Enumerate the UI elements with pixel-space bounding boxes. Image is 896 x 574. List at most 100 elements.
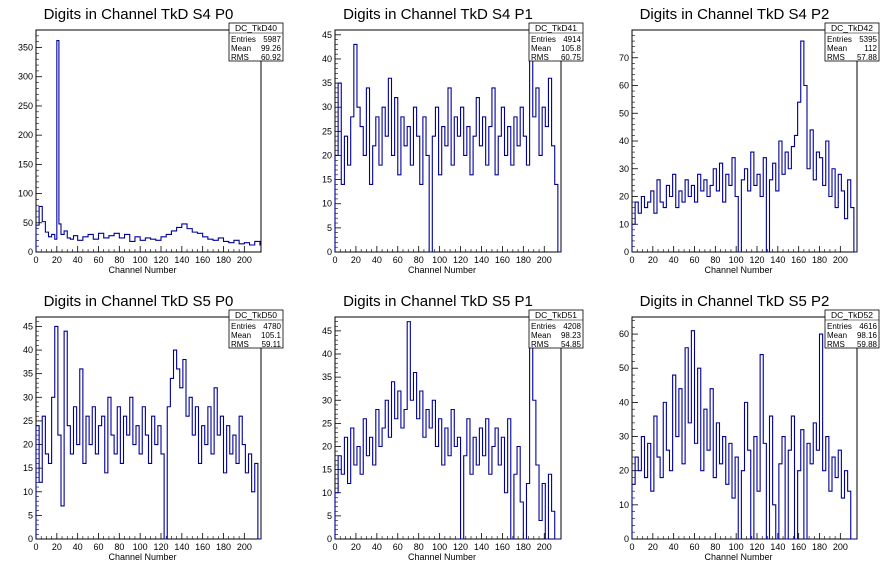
- stats-row-label: Mean: [827, 331, 847, 340]
- stats-row-value: 112: [864, 44, 877, 53]
- x-axis-label: Channel Number: [408, 552, 476, 562]
- y-tick-label: 0: [28, 247, 33, 257]
- stats-box-frame: [824, 22, 880, 62]
- stats-row-value: 99.26: [261, 44, 282, 53]
- y-tick-label: 10: [619, 500, 629, 510]
- stats-row-label: Entries: [231, 35, 256, 44]
- x-tick-label: 200: [833, 255, 848, 265]
- x-tick-label: 0: [33, 542, 38, 552]
- x-tick-label: 60: [689, 255, 699, 265]
- x-tick-label: 120: [453, 542, 468, 552]
- x-tick-label: 100: [729, 542, 744, 552]
- stats-row-label: RMS: [827, 53, 845, 62]
- y-tick-label: 10: [23, 487, 33, 497]
- x-tick-label: 80: [710, 255, 720, 265]
- stats-name: DC_TkD41: [535, 23, 577, 33]
- stats-box: DC_TkD40 Entries 5987 Mean 99.26 RMS 60.92: [228, 22, 284, 62]
- x-axis-label: Channel Number: [704, 265, 772, 275]
- x-tick-label: 80: [414, 255, 424, 265]
- stats-row-value: 5395: [859, 35, 877, 44]
- x-tick-label: 100: [133, 542, 148, 552]
- x-tick-label: 40: [372, 255, 382, 265]
- y-tick-label: 0: [28, 534, 33, 544]
- y-tick-label: 45: [322, 30, 332, 40]
- y-tick-label: 50: [23, 218, 33, 228]
- stats-row-value: 105.8: [561, 44, 582, 53]
- y-tick-label: 25: [23, 416, 33, 426]
- y-tick-label: 40: [619, 136, 629, 146]
- stats-box: DC_TkD50 Entries 4780 Mean 105.1 RMS 59.11: [228, 309, 284, 349]
- x-tick-label: 60: [93, 542, 103, 552]
- y-tick-label: 0: [327, 534, 332, 544]
- y-tick-label: 0: [624, 247, 629, 257]
- x-tick-label: 40: [669, 542, 679, 552]
- x-tick-label: 140: [474, 542, 489, 552]
- stats-row-label: RMS: [827, 340, 845, 349]
- x-tick-label: 100: [133, 255, 148, 265]
- y-tick-label: 45: [322, 326, 332, 336]
- y-tick-label: 5: [327, 511, 332, 521]
- y-tick-label: 0: [624, 534, 629, 544]
- chart-title: Digits in Channel TkD S5 P1: [343, 293, 533, 310]
- y-tick-label: 40: [23, 345, 33, 355]
- stats-name: DC_TkD51: [535, 310, 577, 320]
- y-tick-label: 25: [322, 126, 332, 136]
- y-tick-label: 30: [619, 432, 629, 442]
- chart-title: Digits in Channel TkD S5 P0: [44, 293, 234, 310]
- stats-row-label: Entries: [827, 322, 852, 331]
- x-tick-label: 160: [791, 542, 806, 552]
- y-tick-label: 5: [28, 510, 33, 520]
- y-tick-label: 40: [322, 54, 332, 64]
- stats-row-value: 98.16: [857, 331, 878, 340]
- y-tick-label: 50: [619, 108, 629, 118]
- x-tick-label: 100: [432, 542, 447, 552]
- x-tick-label: 20: [52, 255, 62, 265]
- x-tick-label: 40: [372, 542, 382, 552]
- x-tick-label: 100: [432, 255, 447, 265]
- x-tick-label: 180: [516, 255, 531, 265]
- stats-row-label: Mean: [827, 44, 847, 53]
- x-tick-label: 180: [516, 542, 531, 552]
- x-tick-label: 0: [629, 542, 634, 552]
- y-tick-label: 20: [619, 466, 629, 476]
- x-tick-label: 40: [73, 542, 83, 552]
- stats-box: DC_TkD52 Entries 4616 Mean 98.16 RMS 59.88: [824, 309, 880, 349]
- stats-name: DC_TkD42: [831, 23, 873, 33]
- y-tick-label: 250: [18, 101, 33, 111]
- y-tick-label: 15: [322, 465, 332, 475]
- stats-row-value: 59.11: [262, 340, 282, 349]
- y-tick-label: 10: [322, 488, 332, 498]
- histogram-line: [35, 325, 261, 540]
- x-tick-label: 200: [237, 542, 252, 552]
- histogram-line: [334, 321, 561, 540]
- x-axis-label: Channel Number: [108, 265, 176, 275]
- x-tick-label: 180: [812, 255, 827, 265]
- y-tick-label: 35: [322, 372, 332, 382]
- stats-row-label: Entries: [827, 35, 852, 44]
- histogram-line: [631, 330, 857, 540]
- stats-box-frame: [824, 309, 880, 349]
- chart-title: Digits in Channel TkD S4 P1: [343, 6, 533, 23]
- x-tick-label: 60: [689, 542, 699, 552]
- y-tick-label: 20: [322, 150, 332, 160]
- stats-row-label: Entries: [531, 35, 556, 44]
- stats-row-label: Mean: [231, 44, 251, 53]
- x-tick-label: 100: [729, 255, 744, 265]
- y-tick-label: 60: [619, 329, 629, 339]
- x-tick-label: 40: [669, 255, 679, 265]
- y-tick-label: 70: [619, 53, 629, 63]
- x-tick-label: 160: [791, 255, 806, 265]
- stats-box: DC_TkD42 Entries 5395 Mean 112 RMS 57.88: [824, 22, 880, 62]
- y-tick-label: 35: [23, 369, 33, 379]
- chart-title: Digits in Channel TkD S4 P0: [44, 6, 234, 23]
- x-tick-label: 180: [216, 255, 231, 265]
- x-tick-label: 120: [453, 255, 468, 265]
- y-tick-label: 40: [619, 397, 629, 407]
- plot-frame: [631, 316, 858, 540]
- stats-row-label: RMS: [231, 340, 249, 349]
- stats-row-label: RMS: [531, 53, 549, 62]
- y-tick-label: 20: [322, 442, 332, 452]
- x-tick-label: 140: [174, 255, 189, 265]
- x-tick-label: 60: [93, 255, 103, 265]
- y-tick-label: 20: [23, 440, 33, 450]
